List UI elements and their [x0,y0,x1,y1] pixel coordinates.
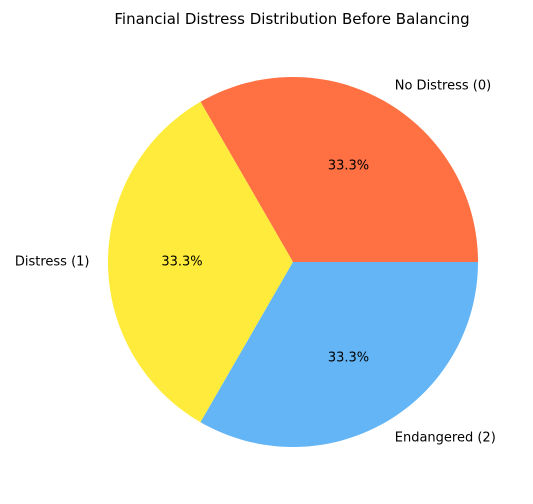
slice-percent-0: 33.3% [328,158,369,173]
slice-label-2: Endangered (2) [395,431,496,446]
pie-slice-0 [200,76,478,263]
pie-labels: No Distress (0) 33.3% Distress (1) 33.3% End… [15,78,496,445]
pie-slice-2 [200,262,478,447]
slice-percent-2: 33.3% [328,351,369,366]
pie-slices [108,76,478,447]
chart-title: Financial Distress Distribution Before B… [114,10,469,28]
pie-slice-1 [108,101,294,423]
slice-label-1: Distress (1) [15,255,90,270]
slice-label-0: No Distress (0) [395,78,491,93]
slice-percent-1: 33.3% [161,255,202,270]
